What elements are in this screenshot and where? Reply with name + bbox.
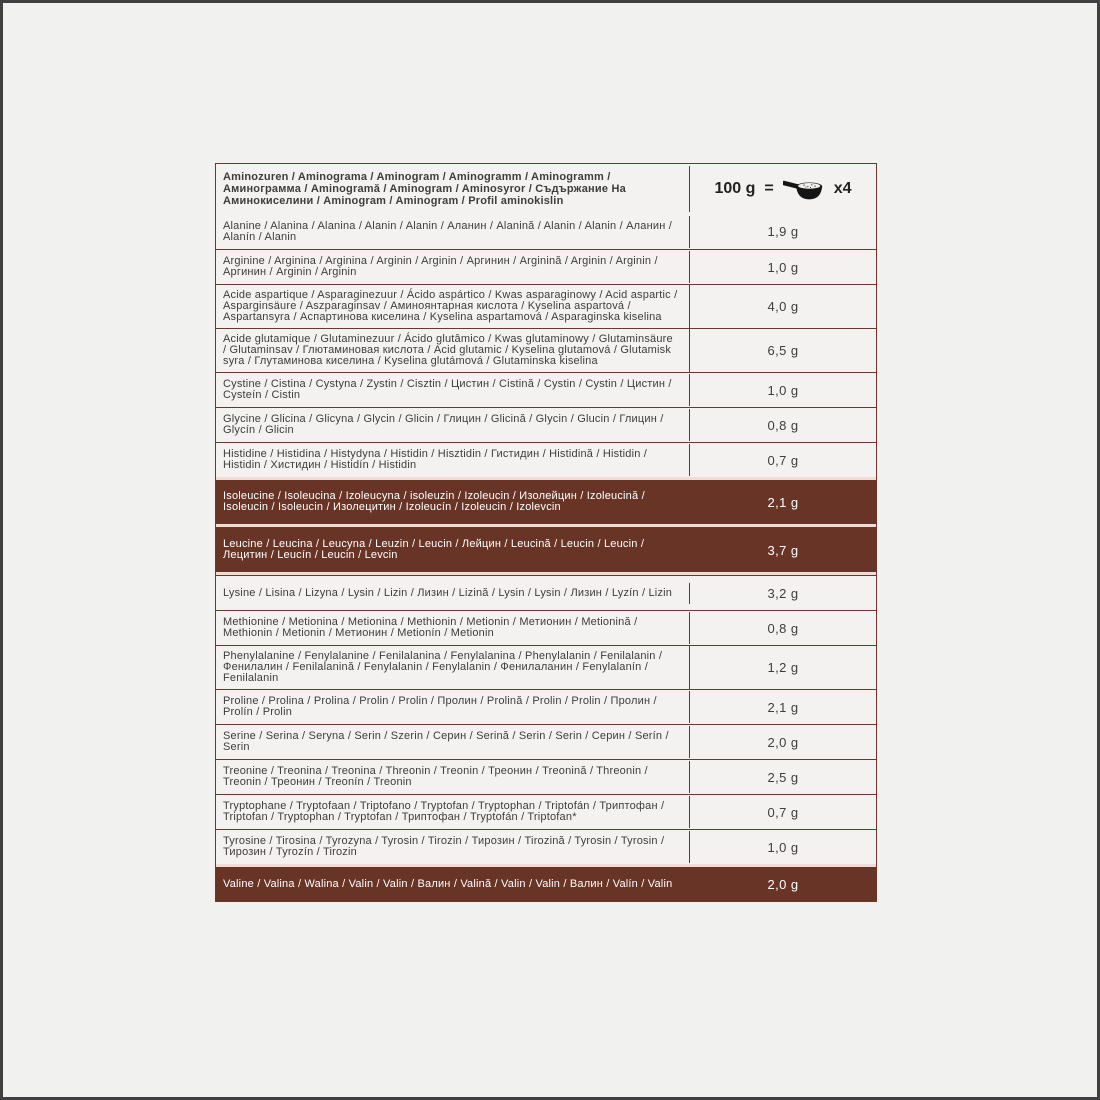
- amino-acid-names: Phenylalanine / Fenylalanine / Fenilalan…: [216, 646, 690, 689]
- header-aminogram-label: Aminozuren / Aminograma / Aminogram / Am…: [216, 166, 690, 212]
- amino-acid-names: Serine / Serina / Seryna / Serin / Szeri…: [216, 726, 690, 758]
- amino-acid-names: Acide aspartique / Asparaginezuur / Ácid…: [216, 285, 690, 328]
- amino-acid-names: Treonine / Treonina / Treonina / Threoni…: [216, 761, 690, 793]
- table-row: Tryptophane / Tryptofaan / Triptofano / …: [216, 794, 876, 829]
- amino-acid-value: 1,0 g: [767, 839, 799, 855]
- amino-acid-names: Cystine / Cistina / Cystyna / Zystin / C…: [216, 374, 690, 406]
- measuring-scoop-icon: [782, 176, 825, 202]
- amino-acid-names: Leucine / Leucina / Leucyna / Leuzin / L…: [223, 538, 645, 561]
- amino-acid-names: Methionine / Metionina / Metionina / Met…: [216, 612, 690, 644]
- table-header-row: Aminozuren / Aminograma / Aminogram / Am…: [216, 164, 876, 214]
- table-row: Lysine / Lisina / Lizyna / Lysin / Lizin…: [216, 575, 876, 610]
- amino-acid-names: Proline / Prolina / Prolina / Prolin / P…: [216, 691, 690, 723]
- table-row: Tyrosine / Tirosina / Tyrozyna / Tyrosin…: [216, 829, 876, 864]
- table-row: Phenylalanine / Fenylalanine / Fenilalan…: [216, 645, 876, 689]
- amino-acid-value: 3,2 g: [767, 585, 799, 601]
- amino-acid-value: 0,8 g: [767, 620, 799, 636]
- table-row: Acide glutamique / Glutaminezuur / Ácido…: [216, 328, 876, 372]
- amino-acid-value: 2,1 g: [767, 699, 799, 715]
- table-row: Cystine / Cistina / Cystyna / Zystin / C…: [216, 372, 876, 407]
- header-serving-cell: 100 g = x4: [690, 176, 876, 202]
- amino-acid-names: Isoleucine / Isoleucina / Izoleucyna / i…: [223, 490, 645, 513]
- table-row: Alanine / Alanina / Alanina / Alanin / A…: [216, 214, 876, 249]
- amino-acid-names: Lysine / Lisina / Lizyna / Lysin / Lizin…: [216, 582, 690, 604]
- table-row: Acide aspartique / Asparaginezuur / Ácid…: [216, 284, 876, 328]
- table-row: Glycine / Glicina / Glicyna / Glycin / G…: [216, 407, 876, 442]
- amino-acid-names: Tryptophane / Tryptofaan / Triptofano / …: [216, 796, 690, 828]
- amino-acid-names: Tyrosine / Tirosina / Tyrozyna / Tyrosin…: [216, 831, 690, 863]
- table-row: Serine / Serina / Seryna / Serin / Szeri…: [216, 724, 876, 759]
- amino-acid-value: 1,2 g: [767, 660, 799, 675]
- amino-acid-value: 1,0 g: [767, 382, 799, 398]
- amino-acid-names: Arginine / Arginina / Arginina / Arginin…: [216, 251, 690, 283]
- table-row: Histidine / Histidina / Histydyna / Hist…: [216, 442, 876, 477]
- amino-acid-value: 0,7 g: [767, 804, 799, 820]
- serving-amount: 100 g: [714, 180, 756, 197]
- amino-acid-value: 2,0 g: [767, 876, 799, 892]
- amino-acid-names: Glycine / Glicina / Glicyna / Glycin / G…: [216, 409, 690, 441]
- aminogram-table: Aminozuren / Aminograma / Aminogram / Am…: [215, 163, 877, 902]
- equals-sign: =: [764, 180, 774, 197]
- amino-acid-value: 3,7 g: [767, 542, 799, 558]
- amino-acid-value: 0,7 g: [767, 452, 799, 468]
- amino-acid-value: 0,8 g: [767, 417, 799, 433]
- table-row: Proline / Prolina / Prolina / Prolin / P…: [216, 689, 876, 724]
- amino-acid-names: Alanine / Alanina / Alanina / Alanin / A…: [216, 215, 690, 248]
- amino-acid-value: 2,5 g: [767, 769, 799, 785]
- amino-acid-value: 6,5 g: [767, 343, 799, 358]
- table-row: Valine / Valina / Walina / Valin / Valin…: [216, 864, 876, 901]
- table-row: Treonine / Treonina / Treonina / Threoni…: [216, 759, 876, 794]
- amino-acid-value: 1,0 g: [767, 259, 799, 275]
- table-row: Isoleucine / Isoleucina / Izoleucyna / i…: [216, 477, 876, 527]
- amino-acid-names: Acide glutamique / Glutaminezuur / Ácido…: [216, 329, 690, 372]
- table-row: Leucine / Leucina / Leucyna / Leuzin / L…: [216, 527, 876, 575]
- amino-acid-value: 2,1 g: [767, 494, 799, 510]
- amino-acid-names: Histidine / Histidina / Histydyna / Hist…: [216, 444, 690, 476]
- amino-acid-names: Valine / Valina / Walina / Valin / Valin…: [223, 877, 673, 890]
- table-body: Alanine / Alanina / Alanina / Alanin / A…: [216, 214, 876, 901]
- amino-acid-value: 2,0 g: [767, 734, 799, 750]
- table-row: Arginine / Arginina / Arginina / Arginin…: [216, 249, 876, 284]
- serving-multiplier: x4: [833, 180, 852, 197]
- amino-acid-value: 1,9 g: [767, 224, 799, 239]
- amino-acid-value: 4,0 g: [767, 299, 799, 314]
- table-row: Methionine / Metionina / Metionina / Met…: [216, 610, 876, 645]
